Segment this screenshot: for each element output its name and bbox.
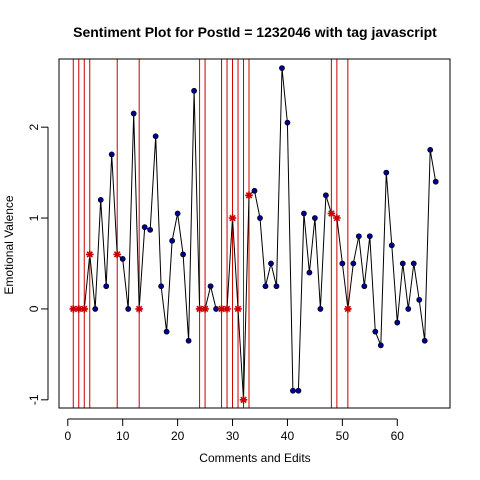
- edit-point: [333, 214, 341, 222]
- edit-point: [327, 209, 336, 218]
- comment-point: [191, 87, 197, 94]
- comment-point: [125, 306, 132, 312]
- edit-point: [195, 305, 204, 313]
- comment-point: [427, 146, 434, 153]
- comment-point: [350, 260, 357, 267]
- comment-point: [421, 337, 428, 344]
- comment-point: [372, 328, 379, 335]
- comment-point: [180, 251, 187, 258]
- comment-point: [301, 210, 307, 217]
- comment-point: [290, 387, 296, 394]
- comment-point: [169, 237, 176, 244]
- y-tick-label: 2: [27, 124, 41, 131]
- x-tick-label: 0: [64, 429, 71, 443]
- y-axis-label: Emotional Valence: [2, 195, 16, 294]
- edit-point: [201, 305, 209, 313]
- comment-point: [251, 187, 258, 194]
- edit-point: [69, 305, 78, 313]
- comment-point: [147, 226, 154, 233]
- comment-point: [383, 169, 390, 176]
- edit-point: [217, 305, 226, 313]
- x-tick-label: 30: [226, 429, 240, 443]
- comment-point: [207, 283, 214, 290]
- comment-point: [410, 260, 417, 267]
- comment-point: [108, 151, 115, 158]
- comment-point: [295, 387, 302, 394]
- chart-title: Sentiment Plot for PostId = 1232046 with…: [73, 24, 437, 40]
- comment-point: [119, 256, 126, 262]
- comment-point: [174, 210, 181, 217]
- comment-point: [92, 306, 99, 312]
- comment-point: [366, 233, 373, 240]
- comment-point: [377, 342, 384, 349]
- edit-point: [75, 305, 83, 313]
- edit-point: [245, 191, 253, 200]
- comment-point: [312, 215, 318, 221]
- edit-point: [228, 214, 237, 222]
- comment-point: [141, 224, 148, 231]
- comment-point: [399, 260, 406, 267]
- edit-point: [239, 396, 248, 404]
- edit-point: [113, 250, 121, 259]
- edit-point: [86, 250, 94, 259]
- edit-point: [223, 305, 231, 313]
- edit-point: [234, 305, 242, 313]
- comment-point: [405, 306, 412, 312]
- comment-point: [163, 328, 170, 335]
- comment-point: [268, 260, 274, 267]
- comment-point: [339, 260, 346, 267]
- comment-point: [317, 306, 324, 312]
- y-tick-label: 0: [27, 305, 41, 312]
- comment-point: [361, 283, 368, 290]
- comment-point: [273, 283, 280, 290]
- comment-point: [322, 192, 329, 199]
- comment-point: [152, 133, 159, 140]
- comment-point: [130, 110, 137, 117]
- x-tick-label: 20: [171, 429, 185, 443]
- comment-point: [284, 119, 291, 126]
- x-tick-label: 60: [391, 429, 405, 443]
- x-axis-label: Comments and Edits: [199, 451, 310, 465]
- x-tick-label: 10: [116, 429, 130, 443]
- comment-point: [432, 178, 439, 185]
- comment-point: [262, 283, 269, 290]
- y-tick-label: 1: [27, 214, 41, 221]
- comment-point: [355, 233, 362, 240]
- comment-point: [388, 242, 395, 249]
- x-tick-label: 40: [281, 429, 295, 443]
- comment-point: [279, 65, 285, 71]
- y-tick-label: -1: [27, 394, 41, 405]
- comment-point: [394, 319, 401, 326]
- comment-point: [257, 215, 263, 221]
- edit-point: [80, 305, 89, 313]
- edit-point: [344, 305, 352, 313]
- comment-point: [97, 196, 104, 203]
- sentiment-line: [73, 68, 437, 400]
- x-tick-label: 50: [336, 429, 350, 443]
- comment-point: [103, 283, 110, 290]
- edit-point: [135, 305, 143, 313]
- comment-point: [185, 337, 192, 344]
- comment-point: [306, 269, 313, 276]
- plot-frame: [58, 58, 451, 409]
- comment-point: [158, 283, 165, 290]
- comment-point: [416, 296, 423, 303]
